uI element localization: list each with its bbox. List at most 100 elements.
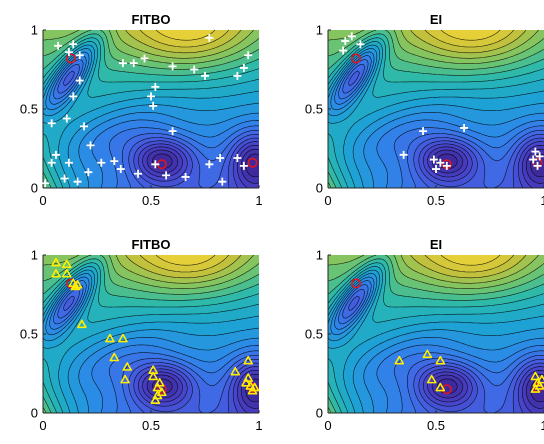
- panel-2: EI 0 0.5 1 0 0.5 1: [305, 12, 544, 208]
- sample-point: [442, 161, 451, 170]
- sample-point: [148, 371, 158, 381]
- sample-point: [535, 152, 544, 161]
- sample-point: [157, 387, 167, 397]
- sample-point: [230, 366, 241, 376]
- y-tick-label: 0.5: [305, 327, 323, 342]
- sample-point: [201, 71, 209, 80]
- optimum-marker: [351, 53, 362, 64]
- sample-point: [97, 158, 106, 167]
- sample-point: [341, 37, 350, 46]
- sample-point: [134, 169, 143, 178]
- sample-point: [54, 41, 63, 50]
- x-tick-label: 1: [540, 418, 544, 433]
- sample-point: [399, 150, 408, 159]
- sample-point: [47, 119, 56, 128]
- sample-point: [531, 147, 540, 156]
- sample-point: [243, 355, 253, 365]
- y-tick-label: 0: [316, 181, 323, 196]
- sample-point: [190, 65, 199, 74]
- sample-point: [72, 280, 83, 289]
- sample-point: [69, 92, 78, 101]
- sample-point: [75, 76, 84, 85]
- x-tick-label: 0.5: [427, 418, 445, 433]
- y-tick-label: 0: [316, 406, 323, 421]
- x-tick-label: 0.5: [427, 193, 445, 208]
- sample-point: [529, 155, 538, 164]
- chart-title: EI: [430, 12, 442, 27]
- sample-point: [41, 179, 50, 188]
- contour-lines: [327, 254, 544, 414]
- sample-point: [432, 165, 440, 174]
- sample-point: [533, 161, 542, 170]
- sample-point: [429, 155, 438, 164]
- x-tick-label: 0: [39, 193, 46, 208]
- sample-point: [339, 46, 348, 55]
- optimum-marker: [66, 53, 77, 64]
- contour-lines: [42, 29, 260, 189]
- sample-point: [116, 165, 125, 174]
- sample-point: [239, 63, 248, 72]
- sample-point: [61, 259, 72, 269]
- sample-point: [61, 268, 72, 278]
- sample-point: [110, 157, 119, 166]
- y-tick-label: 0: [31, 406, 38, 421]
- sample-point: [162, 171, 171, 180]
- sample-point: [347, 32, 356, 41]
- sample-point: [148, 365, 158, 374]
- y-tick-label: 0: [31, 181, 38, 196]
- x-tick-label: 1: [255, 418, 262, 433]
- x-tick-label: 0: [324, 418, 331, 433]
- sample-point: [356, 40, 365, 49]
- contour-lines: [327, 29, 544, 189]
- optimum-marker: [441, 384, 452, 395]
- sample-point: [218, 177, 227, 186]
- sample-point: [436, 158, 445, 167]
- sample-point: [70, 281, 81, 291]
- sample-point: [51, 257, 61, 267]
- y-tick-label: 1: [31, 248, 38, 263]
- sample-point: [534, 381, 544, 390]
- y-tick-label: 0.5: [305, 102, 323, 117]
- panel-3: FITBO 0 0.5 1 0 0.5 1: [20, 237, 263, 433]
- sample-point: [118, 333, 128, 343]
- sample-point: [64, 158, 73, 167]
- sample-point: [426, 374, 437, 384]
- sample-point: [75, 51, 84, 60]
- x-tick-label: 0.5: [142, 418, 160, 433]
- sample-point: [239, 161, 248, 170]
- sample-point: [122, 362, 133, 371]
- sample-point: [249, 382, 260, 392]
- sample-point: [181, 172, 190, 181]
- sample-point: [241, 377, 251, 387]
- sample-point: [129, 59, 138, 68]
- sample-point: [140, 54, 149, 63]
- y-tick-label: 0.5: [20, 102, 38, 117]
- sample-point: [147, 92, 155, 101]
- optimum-marker: [247, 157, 258, 168]
- sample-point: [150, 395, 161, 404]
- sample-point: [64, 48, 73, 57]
- sample-point: [422, 349, 433, 359]
- sample-point: [120, 374, 130, 384]
- sample-point: [530, 371, 541, 381]
- sample-point: [77, 319, 87, 329]
- x-tick-label: 1: [540, 193, 544, 208]
- contour-lines: [42, 254, 260, 414]
- sample-point: [51, 150, 60, 159]
- sample-point: [151, 82, 160, 91]
- sample-point: [69, 40, 78, 49]
- sample-point: [435, 355, 446, 365]
- sample-point: [152, 382, 163, 392]
- sample-point: [84, 168, 93, 177]
- sample-point: [154, 377, 165, 387]
- sample-point: [62, 114, 71, 123]
- x-tick-label: 0.5: [142, 193, 160, 208]
- y-tick-label: 0.5: [20, 327, 38, 342]
- sample-point: [435, 382, 446, 392]
- sample-point: [205, 33, 214, 42]
- sample-point: [419, 127, 428, 136]
- x-tick-label: 1: [255, 193, 262, 208]
- sample-point: [460, 123, 469, 132]
- sample-point: [149, 101, 158, 110]
